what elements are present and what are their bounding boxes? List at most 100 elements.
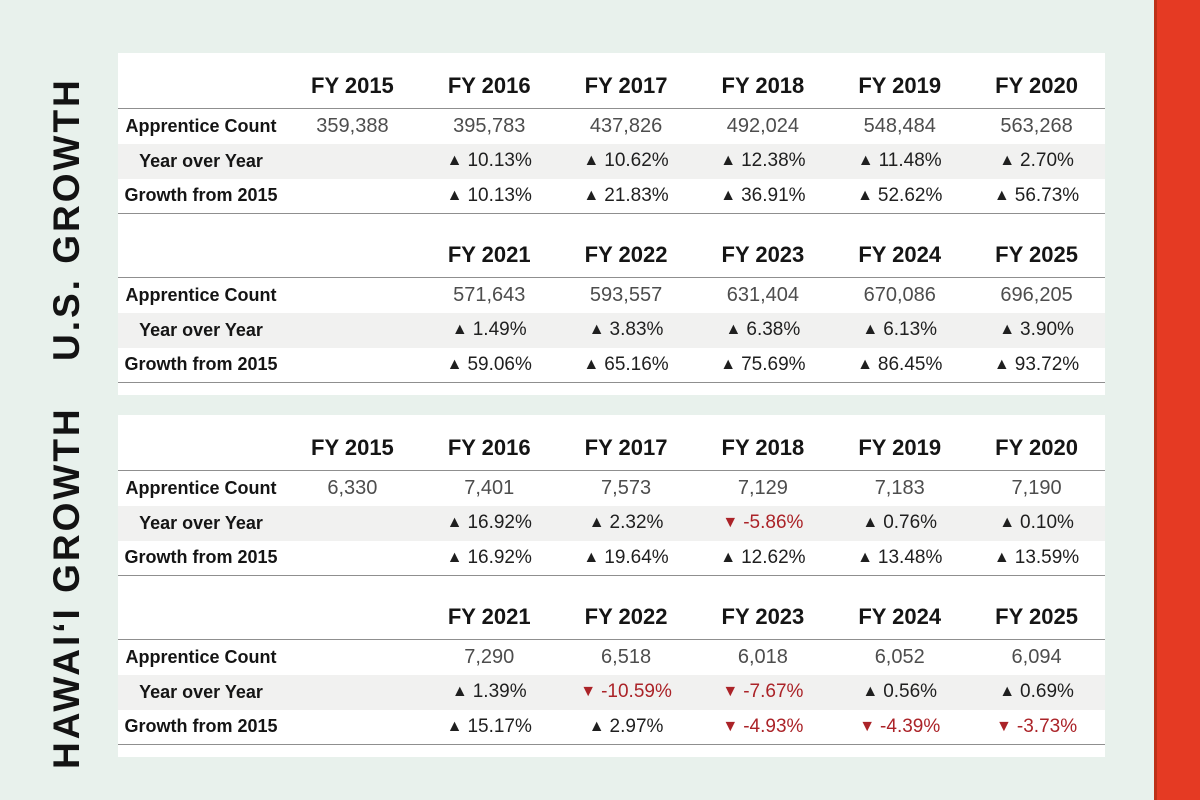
year-over-year-row: Year over Year ▲ 1.39% ▼ -10.59% ▼ -7.67% ▲ 0.56… bbox=[118, 674, 1105, 710]
percent-change: ▲ 0.76% bbox=[862, 512, 937, 533]
percent-change: ▲ 12.38% bbox=[720, 150, 805, 171]
up-triangle-icon: ▲ bbox=[720, 548, 737, 566]
fiscal-year-header-row: FY 2015 FY 2016 FY 2017 FY 2018 FY 2019 FY 20… bbox=[118, 61, 1105, 109]
percent-value: 52.62% bbox=[877, 184, 943, 206]
growth-cell bbox=[284, 347, 421, 383]
count-cell: 631,404 bbox=[726, 283, 800, 306]
apprentice-count-row: Apprentice Count 6,330 7,401 7,573 7,129 7,18… bbox=[118, 471, 1105, 506]
percent-change: ▲ 65.16% bbox=[583, 354, 668, 375]
growth-cell bbox=[284, 540, 421, 576]
us-growth-section-title: U.S. GROWTH bbox=[46, 77, 87, 361]
up-triangle-icon: ▲ bbox=[725, 321, 742, 338]
up-triangle-icon: ▲ bbox=[720, 186, 737, 204]
corner-cell bbox=[118, 230, 284, 278]
up-triangle-icon: ▲ bbox=[999, 514, 1016, 531]
percent-value: 19.64% bbox=[604, 546, 669, 568]
up-triangle-icon: ▲ bbox=[862, 683, 879, 700]
count-cell: 7,290 bbox=[464, 645, 515, 668]
count-cell: 6,094 bbox=[1011, 645, 1062, 668]
percent-change: ▲ 10.62% bbox=[583, 150, 668, 171]
down-triangle-icon: ▼ bbox=[722, 717, 739, 735]
fiscal-year-header-row: FY 2021 FY 2022 FY 2023 FY 2024 FY 2025 bbox=[118, 592, 1105, 640]
growth-from-2015-row: Growth from 2015 ▲ 10.13% ▲ 21.83% ▲ 36.91% ▲ 52… bbox=[118, 178, 1105, 214]
up-triangle-icon: ▲ bbox=[588, 514, 605, 531]
percent-change: ▲ 10.13% bbox=[447, 150, 532, 171]
growth-cell: ▲ 56.73% bbox=[968, 178, 1105, 214]
percent-value: 15.17% bbox=[467, 715, 532, 737]
growth-from-2015-row: Growth from 2015 ▲ 59.06% ▲ 65.16% ▲ 75.69% ▲ 86… bbox=[118, 347, 1105, 383]
fiscal-year-header-row: FY 2021 FY 2022 FY 2023 FY 2024 FY 2025 bbox=[118, 230, 1105, 278]
hawaii-fy2021-2025-block: FY 2021 FY 2022 FY 2023 FY 2024 FY 2025 Appre… bbox=[118, 592, 1105, 745]
growth-cell: ▼ -3.73% bbox=[968, 709, 1105, 745]
percent-change: ▲ 10.13% bbox=[447, 185, 532, 206]
percent-value: -4.93% bbox=[743, 715, 804, 737]
right-accent-bar bbox=[1154, 0, 1200, 800]
up-triangle-icon: ▲ bbox=[588, 321, 605, 338]
yoy-cell: ▲ 12.38% bbox=[694, 144, 831, 179]
yoy-cell: ▲ 1.39% bbox=[421, 675, 558, 710]
percent-value: 12.38% bbox=[741, 150, 806, 171]
percent-value: 36.91% bbox=[741, 184, 806, 206]
percent-value: 10.62% bbox=[604, 150, 669, 171]
percent-value: 2.97% bbox=[609, 715, 664, 737]
growth-table: FY 2015 FY 2016 FY 2017 FY 2018 FY 2019 FY 20… bbox=[118, 423, 1105, 576]
growth-cell: ▼ -4.93% bbox=[694, 709, 832, 745]
down-triangle-icon: ▼ bbox=[722, 514, 739, 531]
percent-change: ▲ 93.72% bbox=[994, 354, 1079, 375]
count-cell: 7,183 bbox=[874, 476, 925, 499]
percent-change: ▲ 52.62% bbox=[857, 185, 942, 206]
percent-change: ▲ 3.83% bbox=[589, 319, 664, 340]
percent-change: ▼ -10.59% bbox=[580, 681, 672, 702]
row-label: Year over Year bbox=[139, 512, 263, 533]
percent-value: 10.13% bbox=[467, 150, 532, 171]
percent-value: -4.39% bbox=[880, 715, 941, 737]
up-triangle-icon: ▲ bbox=[857, 548, 873, 566]
up-triangle-icon: ▲ bbox=[857, 355, 873, 373]
yoy-cell: ▲ 1.49% bbox=[421, 313, 558, 348]
yoy-cell bbox=[284, 506, 421, 541]
count-cell: 7,401 bbox=[464, 476, 515, 499]
growth-cell: ▲ 93.72% bbox=[968, 347, 1105, 383]
up-triangle-icon: ▲ bbox=[446, 152, 463, 169]
fiscal-year-header: FY 2025 bbox=[968, 592, 1105, 640]
fiscal-year-header: FY 2021 bbox=[420, 230, 558, 278]
percent-value: 0.76% bbox=[883, 512, 938, 533]
fiscal-year-header: FY 2015 bbox=[284, 61, 421, 109]
up-triangle-icon: ▲ bbox=[999, 683, 1016, 700]
percent-change: ▲ 13.59% bbox=[994, 547, 1079, 568]
growth-table: FY 2015 FY 2016 FY 2017 FY 2018 FY 2019 FY 20… bbox=[118, 61, 1105, 214]
apprentice-count-row: Apprentice Count 359,388 395,783 437,826 492… bbox=[118, 109, 1105, 144]
up-triangle-icon: ▲ bbox=[720, 355, 737, 373]
percent-change: ▲ 11.48% bbox=[858, 150, 942, 171]
count-cell: 563,268 bbox=[1000, 114, 1073, 137]
growth-cell: ▲ 21.83% bbox=[557, 178, 695, 214]
percent-value: 12.62% bbox=[741, 546, 806, 568]
growth-table: FY 2021 FY 2022 FY 2023 FY 2024 FY 2025 Appre… bbox=[118, 230, 1105, 383]
yoy-cell: ▼ -5.86% bbox=[694, 506, 831, 541]
fiscal-year-header: FY 2023 bbox=[694, 592, 832, 640]
up-triangle-icon: ▲ bbox=[446, 548, 463, 566]
percent-value: -10.59% bbox=[601, 681, 672, 702]
fiscal-year-header: FY 2020 bbox=[968, 423, 1105, 471]
percent-value: -3.73% bbox=[1016, 715, 1078, 737]
yoy-cell: ▲ 16.92% bbox=[421, 506, 558, 541]
us-fy2015-2020-block: FY 2015 FY 2016 FY 2017 FY 2018 FY 2019 FY 20… bbox=[118, 61, 1105, 214]
percent-value: 65.16% bbox=[604, 353, 669, 375]
percent-value: 0.69% bbox=[1020, 681, 1074, 702]
count-cell: 7,573 bbox=[601, 476, 652, 499]
row-label: Apprentice Count bbox=[125, 477, 277, 498]
yoy-cell: ▲ 10.62% bbox=[558, 144, 695, 179]
percent-change: ▲ 2.70% bbox=[999, 150, 1074, 171]
up-triangle-icon: ▲ bbox=[857, 152, 874, 169]
year-over-year-row: Year over Year ▲ 1.49% ▲ 3.83% ▲ 6.38% ▲ 6.13% ▲ 3… bbox=[118, 312, 1105, 348]
down-triangle-icon: ▼ bbox=[859, 717, 876, 735]
fiscal-year-header: FY 2016 bbox=[420, 61, 558, 109]
yoy-cell: ▲ 2.70% bbox=[968, 144, 1105, 179]
percent-change: ▲ 21.83% bbox=[583, 185, 668, 206]
growth-cell bbox=[284, 178, 421, 214]
up-triangle-icon: ▲ bbox=[999, 321, 1016, 338]
row-label: Growth from 2015 bbox=[118, 347, 284, 383]
year-over-year-row: Year over Year ▲ 10.13% ▲ 10.62% ▲ 12.38% ▲ 11.4… bbox=[118, 143, 1105, 179]
hawaii-fy2015-2020-block: FY 2015 FY 2016 FY 2017 FY 2018 FY 2019 FY 20… bbox=[118, 423, 1105, 576]
fiscal-year-header: FY 2019 bbox=[831, 423, 969, 471]
